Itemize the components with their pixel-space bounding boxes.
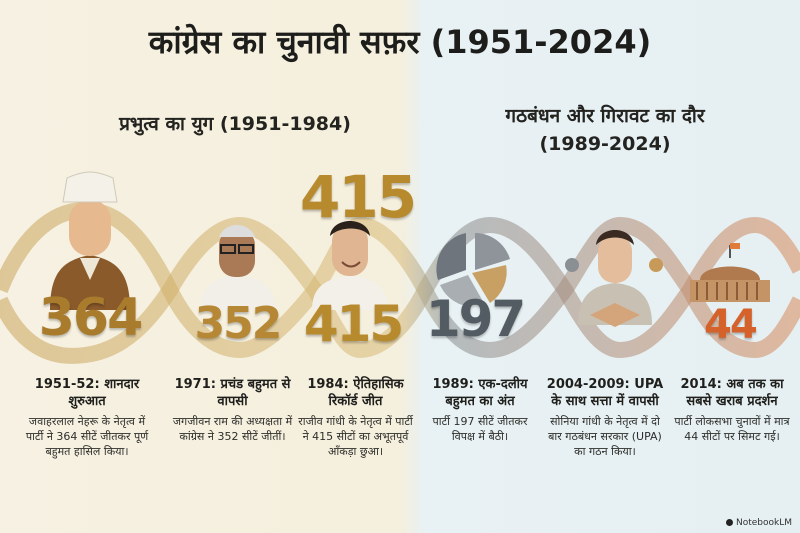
milestone-1971: 1971: प्रचंड बहुमत से वापसी जगजीवन राम क… <box>170 376 295 444</box>
milestone-description: राजीव गांधी के नेतृत्व में पार्टी ने 415… <box>298 415 413 458</box>
milestone-description: पार्टी 197 सीटें जीतकर विपक्ष में बैठी। <box>432 415 528 443</box>
era-dominance-heading: प्रभुत्व का युग (1951-1984) <box>119 113 351 135</box>
milestone-heading: 2014: अब तक का सबसे खराब प्रदर्शन <box>680 377 784 409</box>
broken-pie-icon <box>436 233 510 305</box>
era-decline-line1: गठबंधन और गिरावट का दौर <box>505 105 705 127</box>
wave-upper <box>0 201 800 359</box>
milestone-heading: 1951-52: शानदार शुरुआत <box>34 377 140 409</box>
seats-44: 44 <box>704 302 758 348</box>
seats-197: 197 <box>425 290 526 348</box>
milestone-heading: 1989: एक-दलीय बहुमत का अंत <box>432 377 528 409</box>
jagjivan-ram-portrait <box>200 225 275 310</box>
milestone-description: जवाहरलाल नेहरू के नेतृत्व में पार्टी ने … <box>25 415 149 458</box>
nehru-portrait <box>50 171 130 310</box>
seats-415: 415 <box>303 295 404 353</box>
milestone-1951: 1951-52: शानदार शुरुआत जवाहरलाल नेहरू के… <box>22 376 152 459</box>
parliament-icon <box>690 243 770 302</box>
page-title: कांग्रेस का चुनावी सफ़र (1951-2024) <box>148 23 652 61</box>
milestone-description: सोनिया गांधी के नेतृत्व में दो बार गठबंध… <box>548 415 662 458</box>
milestone-2004: 2004-2009: UPA के साथ सत्ता में वापसी सो… <box>545 376 665 459</box>
milestone-heading: 1971: प्रचंड बहुमत से वापसी <box>174 377 291 409</box>
milestone-description: जगजीवन राम की अध्यक्षता में कांग्रेस ने … <box>172 415 293 443</box>
brand-logo-icon <box>725 519 733 526</box>
record-415-top: 415 <box>300 163 417 231</box>
milestone-heading: 1984: ऐतिहासिक रिकॉर्ड जीत <box>307 377 404 409</box>
milestone-1984: 1984: ऐतिहासिक रिकॉर्ड जीत राजीव गांधी क… <box>298 376 413 459</box>
notebooklm-brand: NotebookLM <box>725 518 792 528</box>
sonia-gandhi-portrait <box>565 230 663 327</box>
milestone-2014: 2014: अब तक का सबसे खराब प्रदर्शन पार्टी… <box>672 376 792 444</box>
era-decline-heading: गठबंधन और गिरावट का दौर (1989-2024) <box>440 102 770 158</box>
milestone-description: पार्टी लोकसभा चुनावों में मात्र 44 सीटों… <box>674 415 790 443</box>
seats-352: 352 <box>194 298 283 349</box>
wave-lower <box>0 216 800 364</box>
seats-364: 364 <box>38 288 144 348</box>
era-decline-line2: (1989-2024) <box>539 133 671 155</box>
milestone-heading: 2004-2009: UPA के साथ सत्ता में वापसी <box>546 377 664 409</box>
rajiv-gandhi-portrait <box>312 221 388 310</box>
milestone-1989: 1989: एक-दलीय बहुमत का अंत पार्टी 197 सी… <box>425 376 535 444</box>
